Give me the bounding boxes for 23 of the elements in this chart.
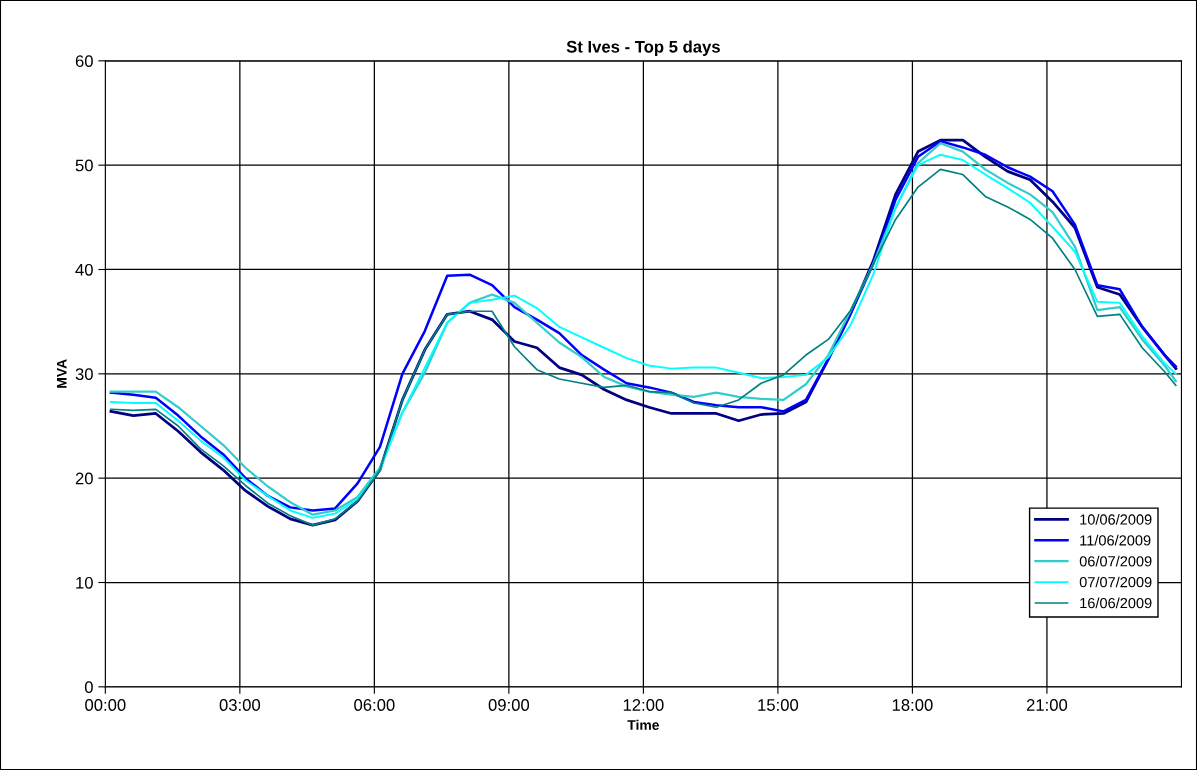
x-tick-label: 03:00: [219, 699, 261, 711]
x-tick-label: 12:00: [623, 699, 664, 711]
y-tick-label: 50: [75, 159, 93, 172]
y-axis-title: MVA: [57, 359, 67, 388]
chart-title: St Ives - Top 5 days: [566, 40, 720, 56]
x-tick-label: 06:00: [354, 699, 395, 711]
legend-label: 07/07/2009: [1079, 576, 1152, 588]
legend-label: 06/07/2009: [1079, 555, 1152, 567]
y-tick-label: 60: [75, 55, 93, 68]
legend-label: 11/06/2009: [1080, 534, 1151, 546]
x-tick-label: 00:00: [85, 699, 126, 711]
y-tick-label: 40: [75, 263, 93, 276]
y-tick-label: 30: [75, 368, 93, 381]
legend-label: 16/06/2009: [1080, 597, 1152, 609]
y-tick-label: 10: [76, 576, 93, 589]
x-tick-label: 15:00: [758, 699, 799, 711]
x-axis-title: Time: [627, 719, 659, 730]
legend-label: 10/06/2009: [1080, 513, 1152, 525]
y-tick-label: 0: [84, 681, 93, 694]
x-tick-label: 09:00: [488, 699, 530, 711]
x-tick-label: 21:00: [1026, 699, 1068, 711]
y-tick-label: 20: [75, 472, 93, 485]
x-tick-label: 18:00: [892, 699, 933, 711]
